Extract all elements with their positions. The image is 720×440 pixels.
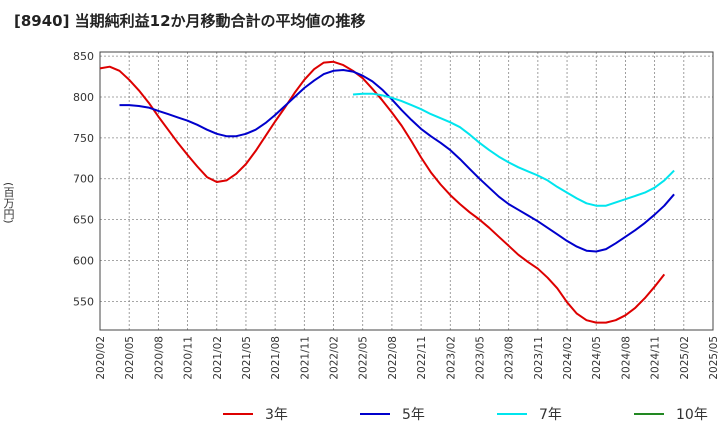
- y-tick-label: 700: [73, 173, 94, 186]
- x-tick-label: 2021/05: [241, 336, 253, 380]
- x-tick-label: 2025/02: [679, 336, 691, 380]
- y-tick-label: 750: [73, 132, 94, 145]
- x-tick-label: 2020/05: [124, 336, 136, 380]
- legend-label: 10年: [676, 407, 708, 423]
- x-tick-label: 2023/08: [504, 336, 516, 380]
- x-tick-label: 2022/08: [387, 336, 399, 380]
- series-line: [99, 60, 666, 324]
- y-tick-label: 550: [73, 295, 94, 308]
- series-line: [119, 69, 675, 253]
- x-tick-label: 2023/05: [474, 336, 486, 380]
- x-tick-label: 2020/08: [153, 336, 165, 380]
- chart-title: [8940] 当期純利益12か月移動合計の平均値の推移: [14, 12, 366, 30]
- y-axis-label: (百万円): [2, 182, 15, 224]
- y-tick-label: 600: [73, 255, 94, 268]
- x-tick-label: 2021/11: [299, 336, 311, 380]
- x-tick-label: 2023/11: [533, 336, 545, 380]
- x-tick-label: 2023/02: [445, 336, 457, 380]
- x-tick-label: 2022/05: [358, 336, 370, 380]
- x-tick-label: 2024/05: [591, 336, 603, 380]
- x-tick-label: 2021/08: [270, 336, 282, 380]
- y-tick-label: 800: [73, 91, 94, 104]
- x-tick-label: 2021/02: [212, 336, 224, 380]
- x-tick-label: 2024/11: [650, 336, 662, 380]
- x-tick-label: 2020/11: [183, 336, 195, 380]
- x-tick-label: 2024/08: [620, 336, 632, 380]
- legend-label: 5年: [402, 407, 425, 423]
- plot-frame: [99, 51, 714, 331]
- y-tick-label: 850: [73, 50, 94, 63]
- x-tick-label: 2025/05: [708, 336, 720, 380]
- x-tick-label: 2022/11: [416, 336, 428, 380]
- x-tick-label: 2024/02: [562, 336, 574, 380]
- legend-label: 7年: [539, 407, 562, 423]
- x-tick-label: 2022/02: [329, 336, 341, 380]
- series-line: [352, 92, 675, 207]
- legend-label: 3年: [265, 407, 288, 423]
- y-tick-label: 650: [73, 214, 94, 227]
- x-tick-label: 2020/02: [95, 336, 107, 380]
